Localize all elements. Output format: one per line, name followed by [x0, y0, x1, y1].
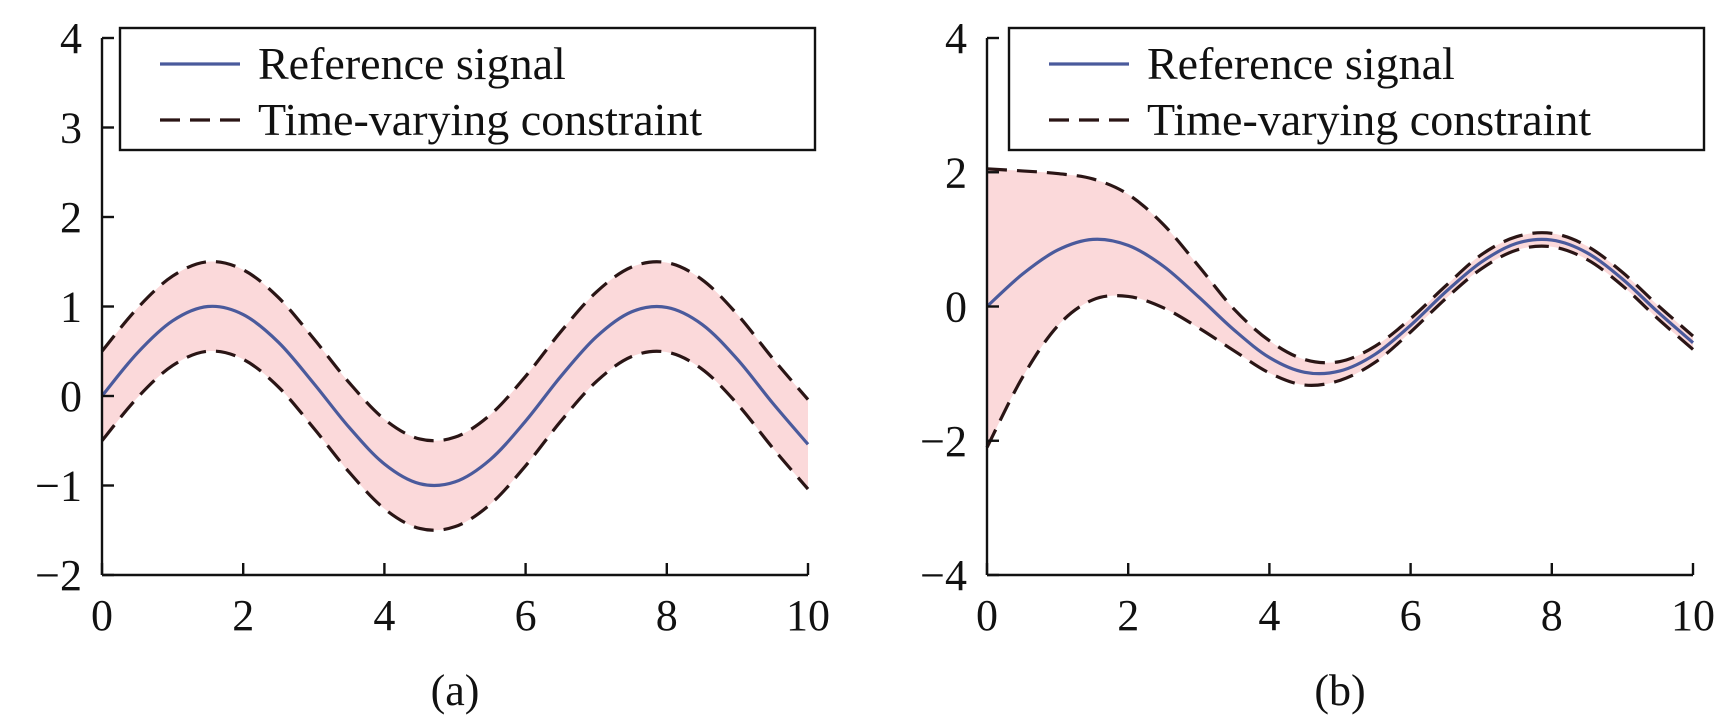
panel-b: 0 2 4 6 8 10 −4 −2 0 2 4 Reference signalTime-varyi…	[920, 14, 1715, 715]
y-tick-label: −1	[35, 462, 82, 511]
panel-caption: (b)	[1314, 666, 1365, 715]
x-tick-label: 10	[1671, 591, 1715, 640]
y-tick-label: 3	[60, 104, 82, 153]
constraint-upper-line	[100, 259, 810, 443]
x-tick-label: 2	[232, 591, 254, 640]
legend-box	[118, 26, 817, 152]
legend-box	[1007, 26, 1706, 152]
legend-label: Time-varying constraint	[258, 94, 702, 145]
panel-a: 0 2 4 6 8 10 −2 −1 0 1 2 3 4 Reference signalTime-var…	[35, 14, 830, 715]
constraint-lower-line	[100, 349, 810, 532]
y-tick-label: 0	[945, 283, 967, 332]
x-tick-label: 8	[656, 591, 678, 640]
x-tick-label: 2	[1117, 591, 1139, 640]
legend-label: Reference signal	[258, 38, 566, 89]
constraint-band	[987, 168, 1693, 448]
y-tick-label: −2	[920, 417, 967, 466]
x-tick-label: 6	[515, 591, 537, 640]
reference-signal-line	[100, 304, 810, 488]
x-tick-label: 4	[1258, 591, 1280, 640]
y-tick-label: −4	[920, 551, 967, 600]
y-tick-label: 4	[945, 14, 967, 63]
constraint-lower-line	[985, 244, 1695, 449]
constraint-band	[102, 261, 808, 531]
y-tick-label: 0	[60, 372, 82, 421]
x-tick-label: 0	[91, 591, 113, 640]
y-tick-label: 4	[60, 14, 82, 63]
y-tick-label: 1	[60, 283, 82, 332]
legend-label: Reference signal	[1147, 38, 1455, 89]
y-tick-label: 2	[945, 148, 967, 197]
constraint-upper-line	[986, 167, 1695, 365]
y-tick-label: 2	[60, 193, 82, 242]
x-tick-label: 6	[1400, 591, 1422, 640]
legend-label: Time-varying constraint	[1147, 94, 1591, 145]
panel-caption: (a)	[431, 666, 480, 715]
x-tick-label: 8	[1541, 591, 1563, 640]
x-tick-label: 10	[786, 591, 830, 640]
x-tick-label: 0	[976, 591, 998, 640]
y-tick-label: −2	[35, 551, 82, 600]
reference-signal-line	[985, 237, 1695, 376]
x-tick-label: 4	[373, 591, 395, 640]
